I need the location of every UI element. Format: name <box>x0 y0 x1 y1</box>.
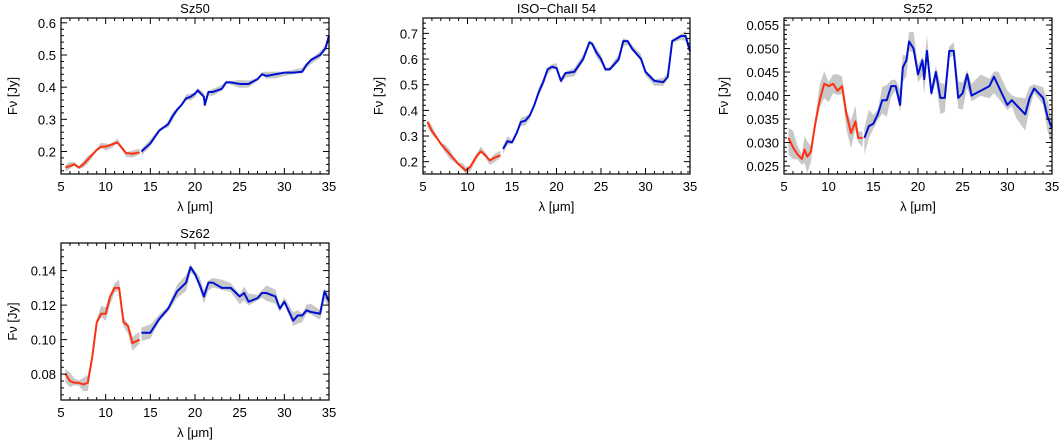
x-tick-label: 15 <box>866 179 880 194</box>
uncertainty-band <box>141 264 329 341</box>
x-tick-label: 20 <box>911 179 925 194</box>
x-tick-label: 5 <box>57 405 64 420</box>
y-tick-label: 0.030 <box>746 136 779 151</box>
spectrum-line-long <box>502 34 691 150</box>
uncertainty-band <box>65 279 140 392</box>
y-tick-label: 0.3 <box>38 112 56 127</box>
y-tick-label: 0.5 <box>400 78 418 93</box>
spectrum-line-short <box>426 121 501 172</box>
x-tick-label: 35 <box>1045 179 1059 194</box>
panel-1: 5 10 15 20 25 30 35 0.2 0.3 0.4 0.5 0.6 0.7 ISO−ChaII… <box>371 1 697 214</box>
x-tick-label: 25 <box>955 179 969 194</box>
y-tick-label: 0.025 <box>746 159 779 174</box>
x-tick-label: 30 <box>277 179 291 194</box>
x-tick-label: 35 <box>322 405 336 420</box>
x-tick-label: 30 <box>638 179 652 194</box>
y-tick-label: 0.6 <box>38 16 56 31</box>
x-tick-label: 35 <box>683 179 697 194</box>
spectrum-line-long <box>863 40 1053 139</box>
x-tick-label: 15 <box>143 405 157 420</box>
panel-0: 5 10 15 20 25 30 35 0.2 0.3 0.4 0.5 0.6 Sz50 λ [μm] Fν… <box>5 1 336 214</box>
y-tick-label: 0.14 <box>31 264 56 279</box>
y-tick-label: 0.2 <box>38 144 56 159</box>
x-tick-label: 35 <box>322 179 336 194</box>
x-tick-label: 10 <box>98 179 112 194</box>
plot-frame <box>60 242 330 401</box>
chart-title: Sz50 <box>180 1 210 16</box>
y-tick-label: 0.2 <box>400 155 418 170</box>
x-tick-label: 20 <box>188 405 202 420</box>
x-tick-label: 10 <box>460 179 474 194</box>
x-axis-label: λ [μm] <box>177 199 213 214</box>
y-tick-label: 0.040 <box>746 89 779 104</box>
y-tick-label: 0.08 <box>31 367 56 382</box>
uncertainty-band <box>141 34 329 156</box>
panel-3: 5 10 15 20 25 30 35 0.08 0.10 0.12 0.14 Sz62 λ [μm] F… <box>5 226 336 440</box>
y-tick-label: 0.4 <box>38 80 56 95</box>
y-tick-label: 0.4 <box>400 103 418 118</box>
x-tick-label: 25 <box>232 405 246 420</box>
y-tick-label: 0.050 <box>746 42 779 57</box>
y-axis-label: Fν [Jy] <box>371 77 386 115</box>
x-axis-label: λ [μm] <box>900 199 936 214</box>
x-tick-label: 30 <box>1000 179 1014 194</box>
x-axis-label: λ [μm] <box>177 425 213 440</box>
y-tick-label: 0.6 <box>400 52 418 67</box>
y-tick-label: 0.7 <box>400 26 418 41</box>
spectrum-line-short <box>64 286 141 386</box>
x-tick-label: 10 <box>821 179 835 194</box>
x-tick-label: 25 <box>594 179 608 194</box>
y-tick-label: 0.3 <box>400 129 418 144</box>
y-tick-label: 0.10 <box>31 333 56 348</box>
y-axis-label: Fν [Jy] <box>716 77 731 115</box>
x-tick-label: 5 <box>780 179 787 194</box>
y-tick-label: 0.5 <box>38 48 56 63</box>
plot-frame <box>422 17 691 175</box>
y-tick-label: 0.055 <box>746 18 779 33</box>
panel-2: 5 10 15 20 25 30 35 0.025 0.030 0.035 0.040 0.045 0.… <box>716 1 1059 214</box>
y-tick-label: 0.035 <box>746 112 779 127</box>
x-tick-label: 5 <box>57 179 64 194</box>
y-tick-label: 0.12 <box>31 298 56 313</box>
chart-title: Sz52 <box>903 1 933 16</box>
y-axis-label: Fν [Jy] <box>5 302 20 340</box>
y-tick-label: 0.045 <box>746 65 779 80</box>
x-tick-label: 30 <box>277 405 291 420</box>
spectrum-line-short <box>787 82 863 160</box>
x-tick-label: 10 <box>98 405 112 420</box>
x-tick-label: 20 <box>188 179 202 194</box>
x-axis-label: λ [μm] <box>539 199 575 214</box>
spectrum-line-long <box>141 266 330 334</box>
x-tick-label: 20 <box>549 179 563 194</box>
x-tick-label: 15 <box>505 179 519 194</box>
y-axis-label: Fν [Jy] <box>5 77 20 115</box>
uncertainty-band <box>503 31 690 154</box>
chart-title: ISO−ChaII 54 <box>517 1 596 16</box>
x-tick-label: 15 <box>143 179 157 194</box>
x-tick-label: 5 <box>419 179 426 194</box>
x-tick-label: 25 <box>232 179 246 194</box>
spectrum-line-long <box>140 35 330 153</box>
chart-title: Sz62 <box>180 226 210 241</box>
spectrum-line-short <box>65 141 140 169</box>
uncertainty-band <box>427 118 501 174</box>
